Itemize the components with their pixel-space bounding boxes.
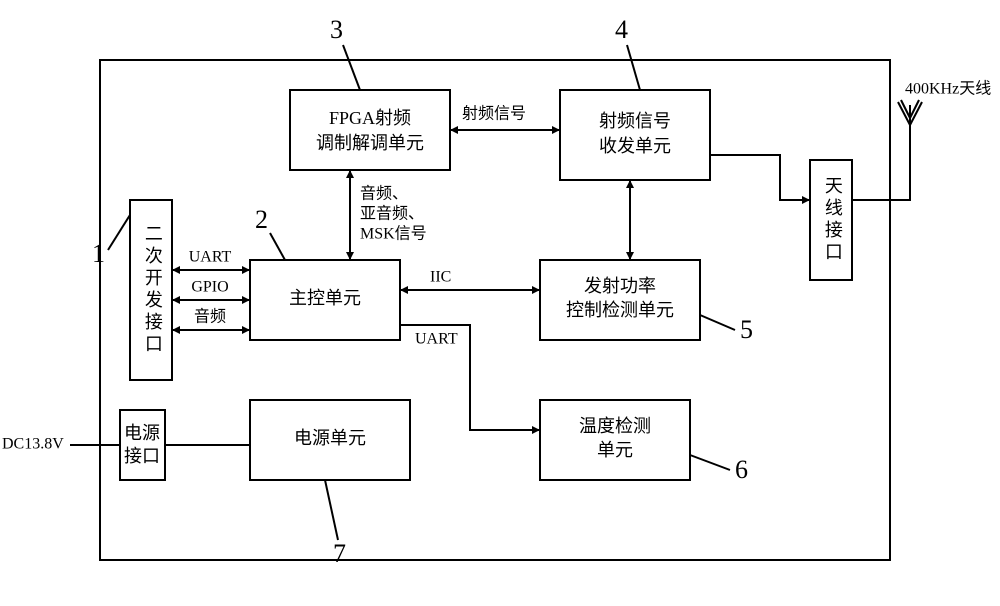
edge-main-temp-label: UART — [415, 331, 458, 348]
callout-1: 1 — [92, 239, 105, 268]
callout-4: 4 — [615, 15, 628, 44]
edge-fpga-rf-label: 射频信号 — [462, 105, 526, 123]
dev-if-block: 二次开发接口 — [130, 200, 172, 380]
edge-fpga-main-l2: 亚音频、 — [360, 205, 424, 223]
antenna-ext-label: 400KHz天线 — [905, 80, 991, 98]
txpwr-line2: 控制检测单元 — [566, 300, 674, 320]
callout-5-leader — [700, 315, 735, 330]
power-line1: 电源单元 — [294, 428, 366, 448]
callout-3-leader — [343, 45, 360, 90]
temp-line1: 温度检测 — [579, 416, 651, 436]
callout-1-leader — [108, 215, 130, 250]
callout-2: 2 — [255, 205, 268, 234]
ext-dc-label: DC13.8V — [2, 436, 64, 453]
dev-if-text: 二次开发接口 — [143, 224, 163, 356]
power-if-line2: 接口 — [124, 446, 160, 466]
callout-7: 7 — [333, 539, 346, 568]
txpwr-block: 发射功率 控制检测单元 — [540, 260, 700, 340]
txpwr-line1: 发射功率 — [584, 276, 656, 296]
rf-line1: 射频信号 — [599, 111, 671, 131]
power-if-block: 电源 接口 — [120, 410, 165, 480]
edge-antif-ext — [852, 130, 910, 200]
edge-dev-main-uart-label: UART — [189, 249, 232, 266]
temp-block: 温度检测 单元 — [540, 400, 690, 480]
antenna-if-text: 天线接口 — [823, 176, 843, 264]
callout-4-leader — [627, 45, 640, 90]
main-line1: 主控单元 — [289, 288, 361, 308]
power-if-line1: 电源 — [124, 423, 160, 443]
callout-7-leader — [325, 480, 338, 540]
callout-2-leader — [270, 233, 285, 260]
fpga-line1: FPGA射频 — [329, 108, 411, 128]
callout-6: 6 — [735, 455, 748, 484]
edge-dev-main-audio-label: 音频 — [194, 308, 226, 326]
temp-line2: 单元 — [597, 440, 633, 460]
edge-dev-main-gpio-label: GPIO — [191, 279, 228, 296]
fpga-block: FPGA射频 调制解调单元 — [290, 90, 450, 170]
edge-main-txpwr-label: IIC — [430, 269, 451, 286]
edge-fpga-main-l1: 音频、 — [360, 185, 408, 203]
power-block: 电源单元 — [250, 400, 410, 480]
callout-6-leader — [690, 455, 730, 470]
antenna-if-block: 天线接口 — [810, 160, 852, 280]
fpga-line2: 调制解调单元 — [316, 133, 424, 153]
callout-5: 5 — [740, 315, 753, 344]
rf-line2: 收发单元 — [599, 136, 671, 156]
antenna-icon — [898, 100, 922, 130]
edge-fpga-main-l3: MSK信号 — [360, 225, 427, 243]
rf-block: 射频信号 收发单元 — [560, 90, 710, 180]
callout-3: 3 — [330, 15, 343, 44]
edge-rf-antif — [710, 155, 810, 200]
main-block: 主控单元 — [250, 260, 400, 340]
